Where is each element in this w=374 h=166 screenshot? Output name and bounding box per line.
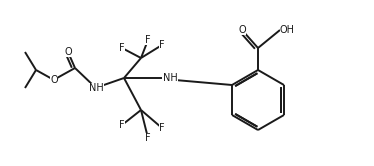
Text: O: O xyxy=(238,25,246,35)
Text: F: F xyxy=(119,43,125,53)
Text: F: F xyxy=(145,35,151,45)
Text: F: F xyxy=(119,120,125,130)
Text: O: O xyxy=(50,75,58,85)
Text: OH: OH xyxy=(280,25,295,35)
Text: NH: NH xyxy=(89,83,103,93)
Text: NH: NH xyxy=(163,73,177,83)
Text: F: F xyxy=(159,40,165,50)
Text: F: F xyxy=(145,133,151,143)
Text: F: F xyxy=(159,123,165,133)
Text: O: O xyxy=(64,47,72,57)
